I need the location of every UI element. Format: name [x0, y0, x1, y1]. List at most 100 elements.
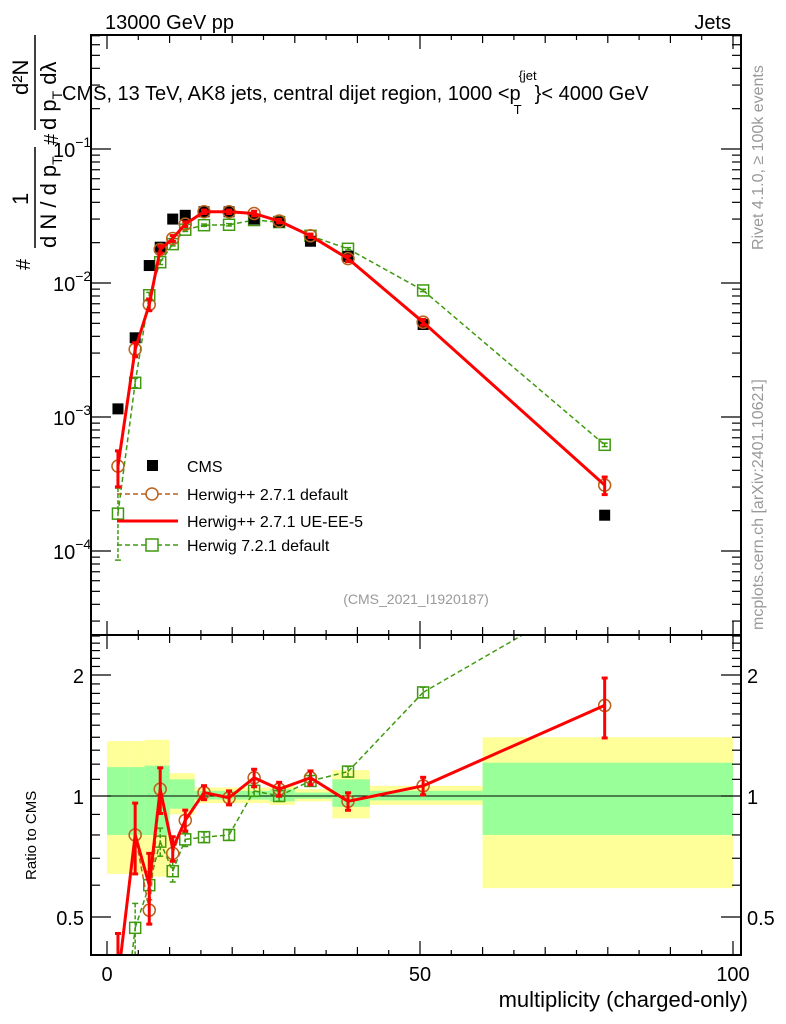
- data-point-herwigpp-default: [165, 231, 180, 246]
- series-line-herwig7: [228, 219, 255, 226]
- ratio-uncertainty-bands: [91, 737, 741, 889]
- series-line-herwigpp_ueee5: [184, 791, 206, 822]
- series-line-herwigpp_ueee5: [309, 234, 349, 260]
- data-point-herwig7: [416, 686, 430, 699]
- band-green: [482, 762, 733, 835]
- series-line-herwigpp_ueee5: [278, 776, 311, 791]
- series-line-herwig7: [422, 634, 523, 694]
- legend: CMS Herwig++ 2.7.1 default Herwig++ 2.7.…: [117, 459, 363, 555]
- header-left: 13000 GeV pp: [105, 12, 234, 34]
- ylabel-den2: d pT dλ: [36, 61, 65, 130]
- series-line-herwig7: [347, 691, 424, 773]
- plot-frame: [90, 34, 742, 956]
- data-point-herwig7: [598, 438, 611, 452]
- band-green: [332, 779, 370, 807]
- series-line-herwigpp_ueee5: [253, 212, 280, 223]
- ratio-y-axis-label: Ratio to CMS: [23, 791, 40, 880]
- mcplots-label: mcplots.cern.ch [arXiv:2401.10621]: [750, 379, 767, 630]
- band-green: [128, 767, 145, 835]
- y-tick-label: 10−2: [53, 268, 91, 296]
- series-line-herwig7: [310, 235, 349, 250]
- series-line-herwigpp_ueee5: [158, 788, 175, 849]
- legend-herwig7-marker: [145, 538, 159, 552]
- plot-title-sup: {jet: [519, 68, 537, 83]
- series-line-herwigpp_ueee5: [171, 819, 187, 850]
- data-point-herwigpp-default: [272, 214, 286, 228]
- main-plot-marks: [111, 205, 612, 561]
- ratio-y-tick-label: 0.5: [56, 908, 84, 930]
- data-point-herwig7: [197, 830, 211, 844]
- series-line-herwigpp_ueee5: [133, 834, 151, 886]
- ratio-y-tick-label: 1: [73, 787, 84, 809]
- ylabel-num1: 1: [8, 193, 33, 205]
- data-point-herwig7: [111, 507, 125, 520]
- data-point-herwigpp-default: [416, 315, 430, 329]
- y-tick-label: 10−4: [53, 536, 91, 564]
- x-tick-label: 100: [716, 964, 749, 986]
- series-line-herwig7: [253, 790, 280, 797]
- data-point-herwig7: [197, 218, 211, 232]
- series-line-herwigpp_ueee5: [347, 784, 424, 803]
- data-point-herwigpp-default: [303, 229, 318, 243]
- series-line-herwigpp_ueee5: [422, 704, 606, 788]
- ylabel-hash: #: [13, 258, 35, 270]
- series-line-herwigpp_ueee5: [278, 219, 312, 238]
- series-line-herwig7: [117, 382, 136, 514]
- legend-cms-marker: [147, 460, 158, 471]
- series-line-herwigpp_ueee5: [184, 210, 205, 226]
- data-point-herwig7: [166, 864, 179, 878]
- series-line-herwig7: [422, 289, 606, 446]
- plot-title-sub: T: [514, 102, 522, 117]
- data-point-herwig7: [128, 921, 142, 935]
- series-line-herwigpp_ueee5: [119, 834, 137, 956]
- series-line-herwigpp_ueee5: [228, 776, 256, 799]
- ratio-y-tick-label: 2: [73, 666, 84, 688]
- series-line-herwigpp_ueee5: [116, 349, 137, 467]
- ylabel-num2: d²N: [8, 60, 33, 95]
- series-line-herwig7: [310, 770, 349, 782]
- data-point-herwigpp-default: [341, 251, 355, 266]
- plot-title-main: CMS, 13 TeV, AK8 jets, central dijet reg…: [62, 83, 521, 105]
- series-line-herwig7: [185, 836, 205, 841]
- ratio-plot-marks: [114, 634, 612, 956]
- data-point-herwig7: [222, 218, 236, 232]
- legend-herwigpp-default-label: Herwig++ 2.7.1 default: [187, 487, 349, 504]
- x-tick-label: 0: [101, 964, 112, 986]
- ratio-y-tick-label-right: 1: [747, 787, 758, 809]
- data-point-herwig7: [341, 765, 355, 778]
- legend-cms-label: CMS: [187, 459, 223, 476]
- x-axis-label: multiplicity (charged-only): [499, 987, 748, 1012]
- series-line-herwigpp_ueee5: [147, 249, 162, 305]
- x-tick-label: 50: [409, 964, 431, 986]
- ylabel-den1: d N / d pT: [36, 156, 65, 248]
- series-line-herwigpp_ueee5: [422, 321, 606, 487]
- rivet-label: Rivet 4.1.0, ≥ 100k events: [750, 65, 767, 250]
- ratio-y-tick-label-right: 0.5: [747, 908, 775, 930]
- data-point-cms: [599, 509, 611, 521]
- ylabel-hash-2: #: [41, 133, 63, 145]
- legend-herwig7-label: Herwig 7.2.1 default: [187, 538, 330, 555]
- y-tick-label: 10−1: [53, 134, 91, 162]
- data-point-cms: [112, 403, 124, 415]
- data-point-herwig7: [222, 828, 236, 842]
- series-line-herwigpp_ueee5: [309, 776, 349, 803]
- series-line-herwigpp_ueee5: [228, 210, 255, 216]
- series-line-herwig7: [131, 927, 136, 956]
- series-line-herwigpp_ueee5: [253, 776, 280, 791]
- band-green: [107, 767, 129, 835]
- legend-herwigpp-ueee5-label: Herwig++ 2.7.1 UE-EE-5: [187, 514, 363, 531]
- data-point-herwigpp-default: [178, 217, 192, 231]
- plot-title: CMS, 13 TeV, AK8 jets, central dijet reg…: [62, 68, 649, 117]
- band-green: [169, 779, 195, 809]
- legend-herwigpp-default-marker: [145, 487, 159, 501]
- series-line-herwig7: [134, 884, 150, 929]
- data-point-cms: [143, 260, 155, 272]
- series-line-herwig7: [228, 790, 255, 836]
- series-line-herwig7: [347, 248, 424, 292]
- main-y-axis-label: # 1 d N / d pT # d²N d pT dλ: [8, 35, 65, 270]
- data-point-cms: [179, 209, 191, 221]
- data-point-cms: [167, 213, 179, 225]
- header-right: Jets: [694, 12, 731, 34]
- analysis-id: (CMS_2021_I1920187): [343, 591, 489, 607]
